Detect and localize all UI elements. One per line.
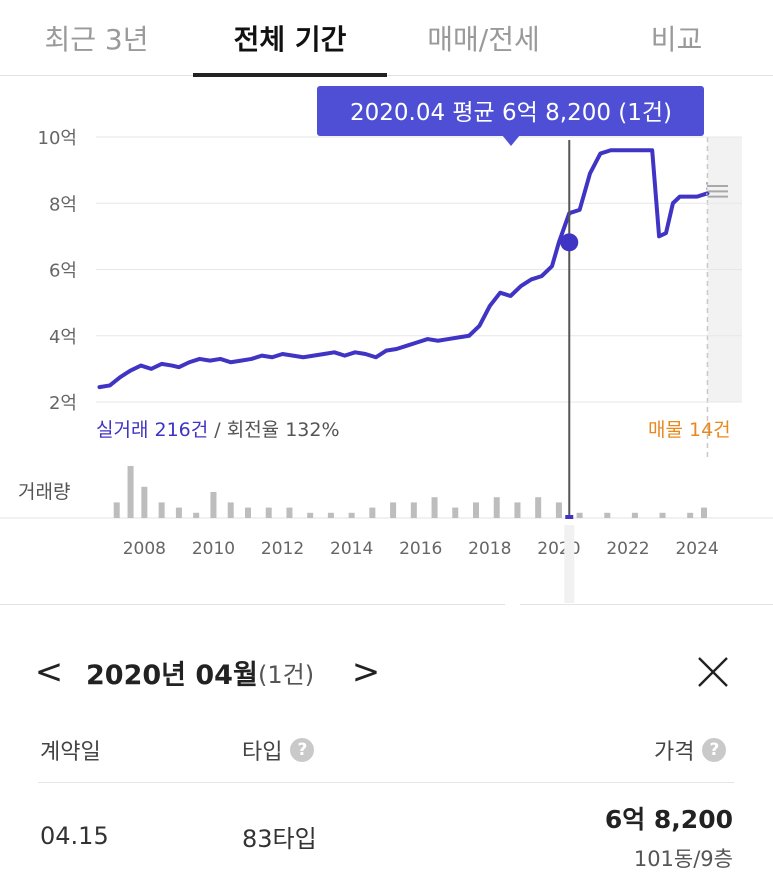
volume-bar bbox=[193, 512, 200, 518]
volume-bar bbox=[113, 502, 120, 518]
listing-count[interactable]: 매물 14건 bbox=[648, 419, 731, 441]
prev-month-button[interactable]: < bbox=[34, 652, 64, 692]
cursor-volume-marker bbox=[565, 515, 574, 519]
x-tick-label: 2014 bbox=[330, 539, 373, 559]
row-unit-floor: 101동/9층 bbox=[633, 847, 733, 871]
tab-compare[interactable]: 비교 bbox=[650, 23, 703, 56]
volume-bar bbox=[327, 512, 334, 518]
row-price: 6억 8,200 bbox=[604, 805, 733, 834]
price-help-icon[interactable]: ? bbox=[702, 738, 727, 762]
tab-recent-3-years[interactable]: 최근 3년 bbox=[44, 23, 149, 56]
volume-bar bbox=[514, 502, 521, 518]
tooltip-box bbox=[317, 86, 704, 136]
x-tick-label: 2012 bbox=[261, 539, 304, 559]
row-type: 83타입 bbox=[242, 824, 317, 853]
volume-bar bbox=[604, 512, 611, 518]
volume-bar bbox=[245, 507, 251, 518]
tooltip-text: 2020.04 평균 6억 8,200 (1건) bbox=[350, 100, 672, 126]
volume-bar bbox=[431, 497, 438, 518]
selected-month: 2020년 04월 bbox=[86, 659, 258, 691]
chart-divider-left bbox=[0, 604, 505, 605]
volume-bar bbox=[348, 512, 355, 518]
volume-bar bbox=[535, 497, 542, 518]
header-type: 타입? bbox=[242, 732, 315, 768]
row-contract-date: 04.15 bbox=[40, 822, 109, 850]
next-month-button[interactable]: > bbox=[351, 652, 381, 692]
volume-bar bbox=[701, 507, 707, 518]
tooltip-pointer bbox=[502, 135, 520, 146]
volume-bar bbox=[493, 497, 500, 518]
tab-all-period[interactable]: 전체 기간 bbox=[193, 0, 387, 77]
volume-bar bbox=[286, 507, 293, 518]
volume-label: 거래량 bbox=[18, 481, 70, 503]
volume-bar bbox=[227, 502, 234, 518]
x-tick-label: 2022 bbox=[606, 539, 649, 559]
volume-bar bbox=[265, 507, 272, 518]
header-contract-date: 계약일 bbox=[40, 740, 101, 765]
x-tick-label: 2008 bbox=[123, 539, 166, 559]
volume-bar bbox=[687, 512, 694, 518]
volume-bar bbox=[555, 502, 562, 518]
price-series-line bbox=[97, 148, 710, 390]
volume-bar bbox=[158, 502, 165, 518]
volume-bar bbox=[473, 502, 479, 518]
y-tick-label: 8억 bbox=[49, 194, 77, 215]
volume-bar bbox=[210, 492, 217, 518]
x-tick-label: 2016 bbox=[399, 539, 442, 559]
volume-bar bbox=[127, 466, 134, 518]
price-chart[interactable]: 10억 8억 6억 4억 2억 2008 2010 2012 2014 2016 2018 2020… bbox=[0, 77, 773, 605]
volume-bar bbox=[576, 512, 583, 518]
chart-divider-right bbox=[520, 604, 773, 605]
y-tick-label: 10억 bbox=[38, 128, 77, 149]
volume-bar bbox=[369, 507, 376, 518]
highlight-point bbox=[560, 233, 579, 252]
y-tick-label: 6억 bbox=[49, 261, 77, 282]
selected-month-count: (1건) bbox=[258, 660, 315, 689]
volume-bar bbox=[175, 507, 182, 518]
type-help-icon[interactable]: ? bbox=[290, 738, 315, 762]
table-divider bbox=[38, 782, 734, 783]
x-tick-label: 2010 bbox=[192, 539, 235, 559]
cursor-shadow bbox=[564, 525, 575, 603]
volume-bar bbox=[631, 512, 638, 518]
tab-sale-lease[interactable]: 매매/전세 bbox=[427, 23, 540, 56]
volume-bar bbox=[390, 502, 397, 518]
header-price: 가격? bbox=[654, 732, 727, 768]
x-tick-label: 2018 bbox=[468, 539, 511, 559]
y-tick-label: 4억 bbox=[49, 327, 77, 348]
volume-bar bbox=[452, 507, 459, 518]
volume-bar bbox=[141, 486, 148, 518]
y-tick-label: 2억 bbox=[49, 393, 77, 414]
volume-bar bbox=[307, 512, 314, 518]
close-icon[interactable] bbox=[693, 652, 733, 692]
volume-bar bbox=[410, 502, 417, 518]
x-tick-label: 2024 bbox=[675, 539, 718, 559]
trades-count: 실거래 216건 / 회전율 132% bbox=[96, 419, 340, 441]
period-tabs: 최근 3년 전체 기간 매매/전세 비교 bbox=[0, 0, 773, 77]
volume-bar bbox=[659, 512, 666, 518]
